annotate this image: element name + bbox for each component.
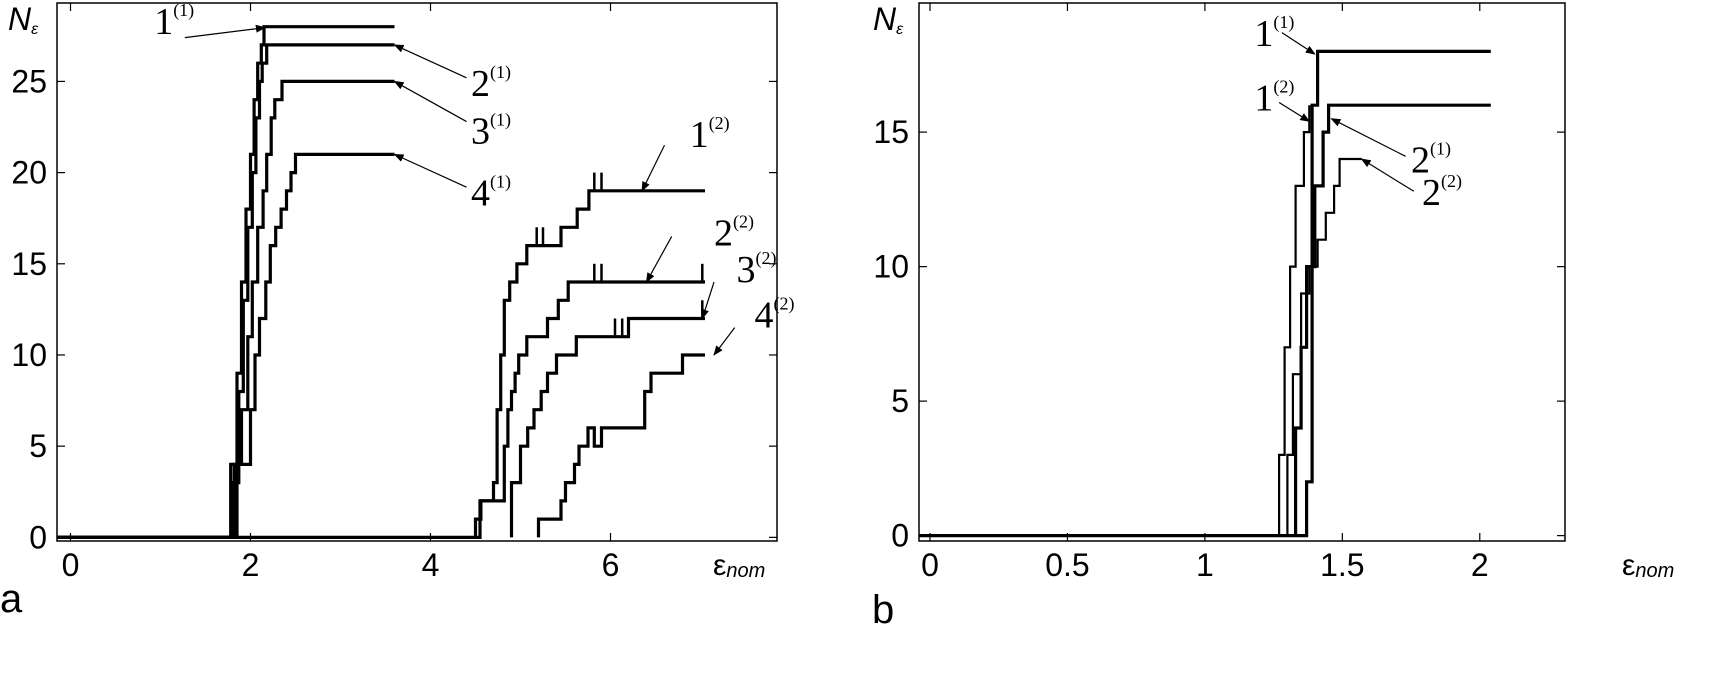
- plot-frame: [56, 2, 778, 542]
- annotation-arrow: [1278, 102, 1311, 122]
- y-tick-label: 15: [11, 246, 47, 282]
- annotation-arrow: [184, 24, 266, 39]
- annotation-arrow: [1281, 32, 1316, 55]
- series-2-1: [1293, 103, 1491, 536]
- annotation-arrow: [1360, 158, 1415, 192]
- series-label: 1(2): [1254, 77, 1294, 120]
- series-3-1: [57, 79, 395, 540]
- x-tick-label: 6: [602, 547, 620, 583]
- annotation-arrow: [393, 80, 467, 123]
- y-tick-label: 0: [891, 518, 909, 554]
- series-label: 1(1): [1254, 12, 1294, 55]
- series-4-1: [57, 152, 395, 540]
- series-label: 4(2): [755, 294, 795, 337]
- x-axis-label: εnom: [713, 549, 765, 582]
- series-3-2: [509, 316, 705, 538]
- x-tick-label: 0.5: [1045, 547, 1089, 583]
- annotation-arrow: [641, 144, 666, 192]
- series-2-2: [57, 280, 705, 540]
- y-tick-label: 0: [29, 519, 47, 555]
- x-tick-label: 1: [1196, 547, 1214, 583]
- plot-frame: [918, 2, 1566, 542]
- y-tick-label: 20: [11, 155, 47, 191]
- y-tick-label: 15: [873, 114, 909, 150]
- series-1-2: [1277, 105, 1311, 536]
- y-tick-label: 10: [873, 249, 909, 285]
- chart-panel-a: 0 2 4 6 0 5 10 15 20 25 Nε εnom a 1(1) 2(1)3(1) 4(1) 1(2…: [0, 0, 795, 621]
- annotation-arrow: [645, 236, 673, 283]
- series-label: 4(1): [471, 171, 511, 214]
- x-axis-label: εnom: [1622, 549, 1674, 582]
- x-tick-label: 1.5: [1320, 547, 1364, 583]
- series-label: 2(1): [471, 62, 511, 105]
- x-tick-label: 2: [242, 547, 260, 583]
- series-label: 1(2): [690, 113, 730, 156]
- x-tick-label: 4: [422, 547, 440, 583]
- series-2-1: [57, 43, 395, 540]
- series-label: 3(1): [471, 109, 511, 152]
- x-tick-label: 0: [921, 547, 939, 583]
- annotation-arrow: [393, 44, 467, 79]
- series-4-2: [536, 353, 705, 538]
- series-1-1: [57, 25, 395, 540]
- x-tick-label: 0: [62, 547, 80, 583]
- series-2-2: [1286, 157, 1362, 536]
- y-axis-label: Nε: [8, 1, 39, 38]
- series-1-1: [919, 49, 1491, 538]
- annotation-arrow: [713, 327, 736, 356]
- y-tick-label: 5: [29, 428, 47, 464]
- y-axis-label: Nε: [873, 1, 904, 38]
- panel-letter: a: [0, 577, 23, 621]
- annotation-arrow: [393, 153, 467, 188]
- y-tick-label: 5: [891, 383, 909, 419]
- series-1-2: [473, 189, 705, 538]
- series-label: 2(2): [1422, 171, 1462, 214]
- series-label: 1(1): [154, 0, 194, 43]
- panel-letter: b: [872, 588, 894, 632]
- x-tick-label: 2: [1471, 547, 1489, 583]
- series-label: 3(2): [737, 248, 777, 291]
- annotation-arrow: [1330, 118, 1406, 157]
- annotation-arrow: [701, 281, 715, 320]
- y-tick-label: 25: [11, 63, 47, 99]
- y-tick-label: 10: [11, 337, 47, 373]
